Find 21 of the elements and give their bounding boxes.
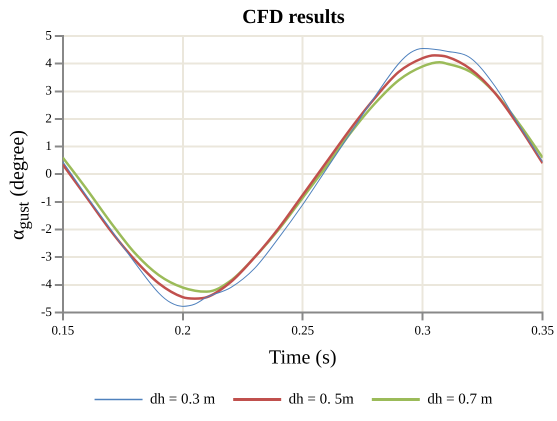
- y-tick-label: 0: [45, 166, 52, 181]
- y-tick-label: -1: [40, 193, 52, 208]
- chart-title: CFD results: [242, 6, 345, 28]
- x-tick-label: 0.2: [174, 322, 191, 338]
- legend-label: dh = 0.3 m: [150, 391, 216, 408]
- x-tick-label: 0.35: [531, 322, 554, 338]
- x-tick-label: 0.25: [291, 322, 314, 338]
- y-tick-label: -5: [40, 304, 52, 319]
- y-tick-label: 5: [45, 27, 52, 42]
- y-tick-label: 4: [45, 55, 52, 70]
- y-tick-label: -2: [40, 220, 52, 236]
- y-tick-label: 3: [45, 82, 52, 98]
- x-tick-label: 0.15: [51, 322, 74, 338]
- y-tick-label: -3: [40, 248, 52, 264]
- y-tick-label: 1: [45, 138, 52, 153]
- legend-label: dh = 0. 5m: [288, 391, 354, 408]
- y-tick-label: -4: [40, 276, 52, 292]
- x-tick-label: 0.3: [414, 322, 431, 338]
- legend-label: dh = 0.7 m: [427, 391, 493, 408]
- x-axis-title: Time (s): [268, 346, 337, 368]
- y-tick-label: 2: [45, 110, 52, 126]
